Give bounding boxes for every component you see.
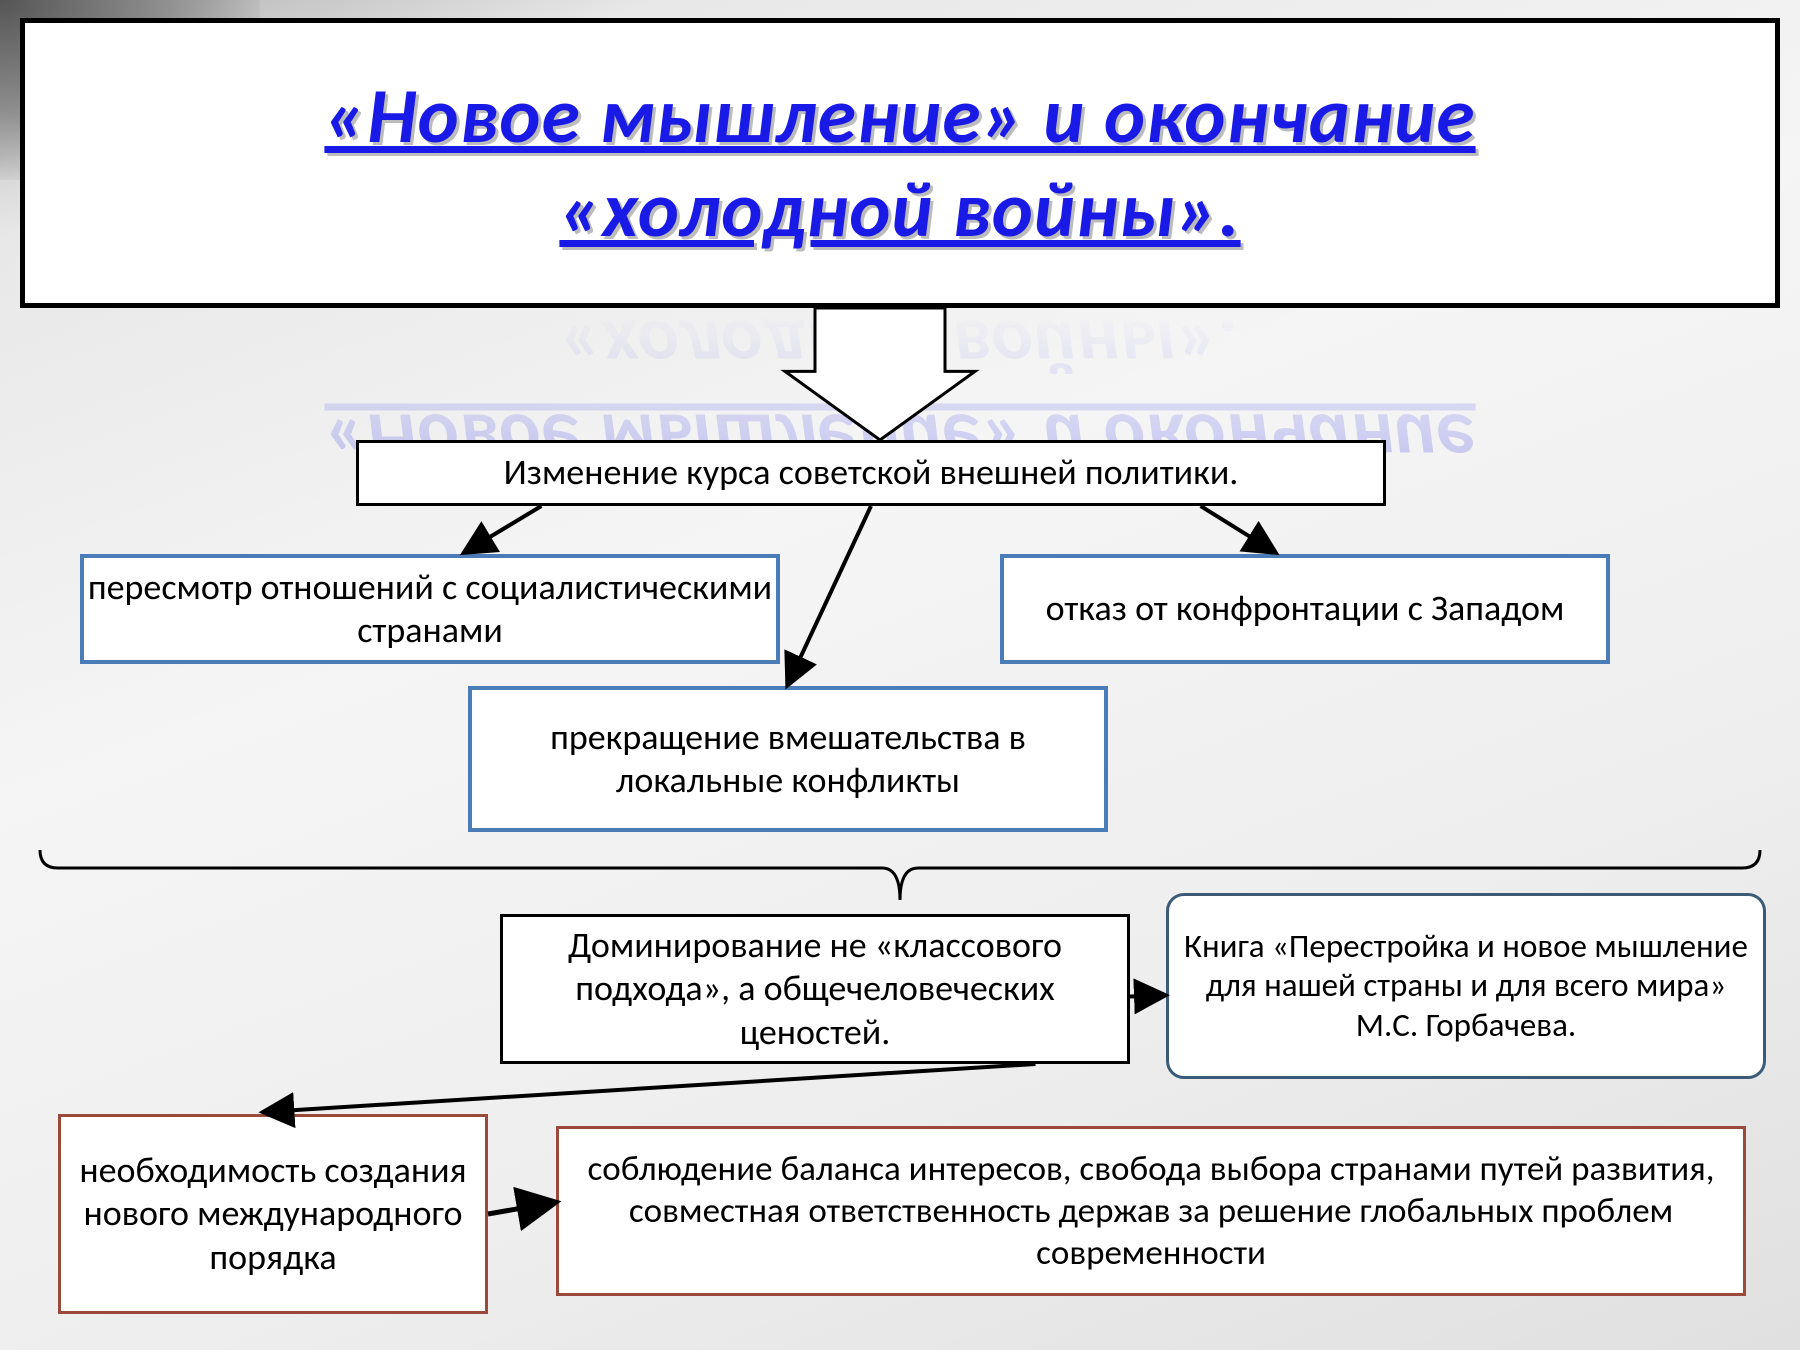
node-revise-relations: пересмотр отношений с социалистическими … xyxy=(80,554,780,664)
title-line-1: «Новое мышление» и окончание xyxy=(324,69,1475,163)
title-box: «Новое мышление» и окончание «холодной в… xyxy=(20,18,1780,308)
node-text: пересмотр отношений с социалистическими … xyxy=(84,566,776,652)
node-no-confrontation: отказ от конфронтации с Западом xyxy=(1000,554,1610,664)
node-dominance-values: Доминирование не «классового подхода», а… xyxy=(500,914,1130,1064)
node-text: отказ от конфронтации с Западом xyxy=(1046,587,1565,630)
node-text: Изменение курса советской внешней полити… xyxy=(504,451,1239,494)
title-text: «Новое мышление» и окончание «холодной в… xyxy=(324,69,1475,256)
node-new-order: необходимость создания нового международ… xyxy=(58,1114,488,1314)
node-book-gorbachev: Книга «Перестройка и новое мышление для … xyxy=(1166,893,1766,1079)
node-text: прекращение вмешательства в локальные ко… xyxy=(472,716,1104,802)
node-text: Доминирование не «классового подхода», а… xyxy=(503,924,1127,1054)
node-text: соблюдение баланса интересов, свобода вы… xyxy=(583,1148,1719,1274)
node-text: Книга «Перестройка и новое мышление для … xyxy=(1183,927,1749,1046)
diagram-stage: «Новое мышление» и окончание «холодной в… xyxy=(0,0,1800,1350)
title-line-2: «холодной войны». xyxy=(324,163,1475,257)
node-change-course: Изменение курса советской внешней полити… xyxy=(356,440,1386,506)
node-text: необходимость создания нового международ… xyxy=(61,1149,485,1279)
node-balance-interests: соблюдение баланса интересов, свобода вы… xyxy=(556,1126,1746,1296)
node-stop-interference: прекращение вмешательства в локальные ко… xyxy=(468,686,1108,832)
